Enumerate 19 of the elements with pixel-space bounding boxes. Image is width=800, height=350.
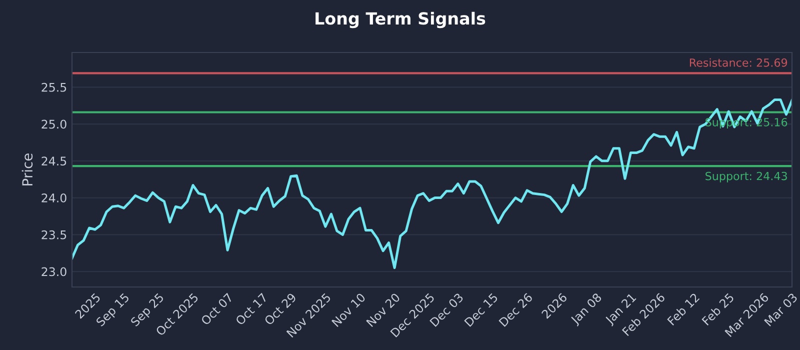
x-tick-label: Jan 08 (570, 292, 604, 326)
y-tick-label: 23.0 (42, 267, 66, 276)
chart-title: Long Term Signals (316, 12, 486, 28)
y-axis-title: Price (22, 154, 33, 186)
x-tick-label: Dec 15 (464, 292, 498, 327)
x-tick-label: Dec 26 (498, 292, 533, 327)
ref-line-label: Resistance: 25.69 (690, 58, 788, 67)
y-tick-label: 23.5 (42, 230, 66, 240)
line-series (72, 98, 792, 270)
x-tick-label: Feb 12 (666, 292, 700, 326)
y-tick-label: 24.5 (42, 156, 66, 166)
x-tick-label: Nov 20 (366, 292, 400, 328)
y-tick-label: 25.5 (42, 82, 66, 92)
y-tick-label: 24.0 (42, 193, 66, 202)
x-tick-label: Nov 10 (331, 292, 366, 328)
x-tick-label: Oct 07 (200, 292, 234, 326)
ref-line-label: Support: 24.43 (706, 172, 787, 182)
x-tick-label: Feb 25 (701, 292, 734, 326)
y-tick-label: 25.0 (42, 120, 66, 129)
